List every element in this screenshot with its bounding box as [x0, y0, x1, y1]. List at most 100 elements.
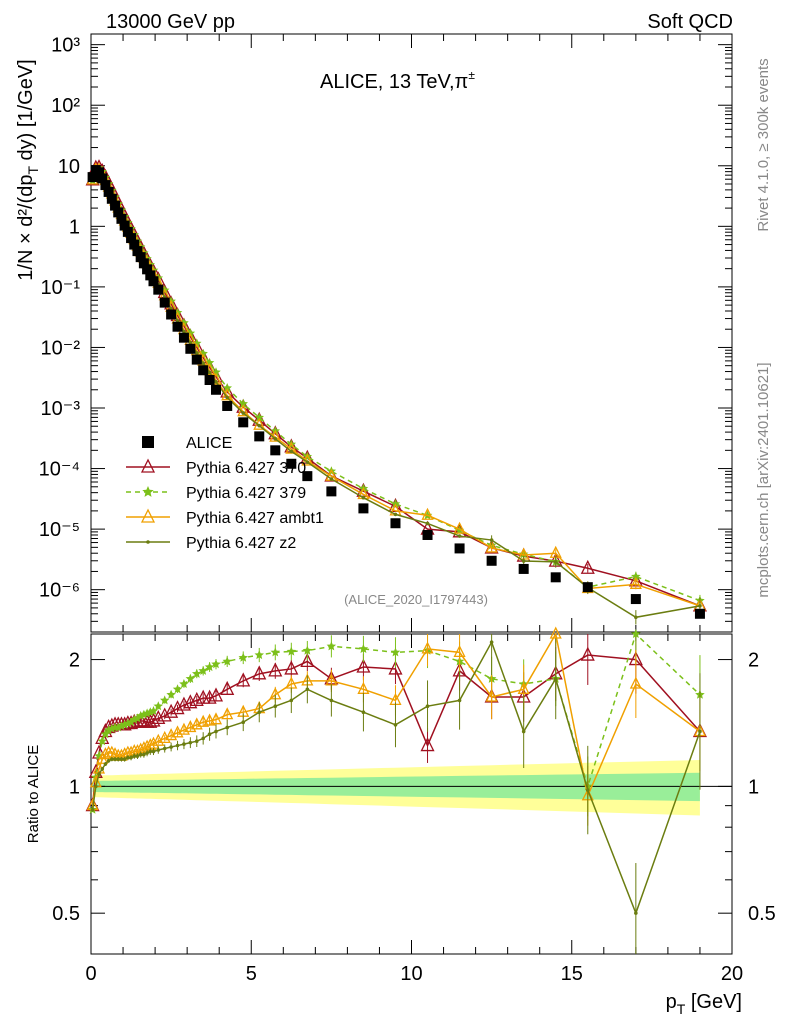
mc-marker: [489, 640, 494, 644]
data-marker: [694, 608, 705, 619]
mc-marker: [103, 725, 114, 735]
y-tick-label: 10⁻³: [41, 398, 81, 420]
mc-marker: [326, 641, 337, 651]
mc-marker: [188, 340, 193, 345]
y-tick-label: 10⁻⁴: [39, 459, 80, 481]
mc-marker: [485, 689, 498, 702]
mc-marker: [329, 698, 334, 703]
mcplots-label: mcplots.cern.ch [arXiv:2401.10621]: [755, 362, 772, 597]
mc-marker: [204, 662, 215, 672]
mc-marker: [629, 676, 642, 689]
data-marker: [106, 193, 117, 204]
mc-marker: [631, 629, 641, 638]
data-marker: [630, 594, 641, 605]
mc-marker: [106, 759, 111, 763]
mc-marker: [90, 807, 95, 812]
uncertainty-band-inner: [92, 772, 700, 802]
mc-marker: [207, 370, 212, 375]
mc-marker: [634, 911, 638, 915]
mc-marker: [289, 449, 294, 454]
series-line-1: [91, 166, 701, 607]
mc-marker: [241, 720, 246, 725]
mc-marker: [453, 644, 466, 658]
mc-marker: [145, 707, 155, 717]
mc-marker: [305, 687, 310, 692]
mc-marker: [585, 788, 590, 792]
mc-marker: [142, 486, 154, 497]
series-line-2: [91, 167, 701, 602]
legend: ALICE Pythia 6.427 370 Pythia 6.427 379 Pyt…: [126, 435, 324, 552]
data-marker: [159, 297, 170, 308]
mc-marker: [257, 423, 262, 428]
mc-marker: [123, 718, 133, 728]
mc-marker: [103, 762, 108, 766]
mc-marker: [356, 658, 371, 673]
x-axis-label: pT [GeV]: [666, 991, 742, 1017]
mc-marker: [485, 540, 498, 553]
mc-marker: [329, 477, 334, 481]
y-tick-label: 10: [58, 156, 80, 178]
mc-marker: [358, 643, 369, 653]
mc-marker: [580, 646, 595, 661]
mc-marker: [629, 576, 642, 589]
mc-marker: [236, 672, 251, 687]
mc-marker: [238, 398, 248, 408]
mc-marker: [138, 752, 143, 757]
y-tick-label: 10⁻⁵: [39, 519, 80, 541]
data-marker: [145, 270, 156, 281]
mc-marker: [156, 748, 161, 752]
legend-label-4: Pythia 6.427 z2: [186, 535, 296, 552]
legend-label-1: Pythia 6.427 370: [186, 460, 306, 477]
mc-marker: [160, 695, 170, 705]
y-axis-label: 1/N × d²/(dpT dy) [1/GeV]: [15, 59, 41, 280]
mc-marker: [252, 665, 267, 680]
mc-marker: [146, 540, 150, 544]
mc-marker: [116, 721, 127, 731]
mc-marker: [421, 641, 434, 654]
data-marker: [119, 220, 130, 231]
mc-marker: [211, 367, 221, 377]
x-tick-label: 15: [561, 963, 583, 985]
mc-marker: [273, 704, 278, 708]
mc-marker: [170, 700, 185, 715]
mc-marker: [268, 662, 283, 677]
data-marker: [94, 167, 105, 178]
mc-marker: [208, 687, 224, 702]
data-marker: [138, 258, 149, 269]
mc-marker: [113, 757, 117, 762]
mc-marker: [634, 615, 638, 620]
mc-marker: [139, 709, 149, 719]
mc-marker: [698, 604, 702, 608]
mc-marker: [148, 749, 153, 754]
mc-marker: [194, 351, 199, 355]
data-marker: [302, 471, 313, 482]
x-tick-label: 0: [85, 963, 96, 985]
y-tick-label: 10⁻⁶: [39, 580, 80, 602]
data-marker: [390, 518, 401, 529]
ratio-tick-label-right: 2: [748, 650, 759, 672]
mc-marker: [580, 559, 595, 574]
data-marker: [422, 529, 433, 540]
x-tick-label: 20: [721, 963, 743, 985]
data-marker: [254, 431, 265, 442]
mc-marker: [393, 512, 398, 517]
data-marker: [132, 246, 143, 257]
data-marker: [198, 365, 209, 376]
data-marker: [550, 572, 561, 583]
mc-marker: [421, 507, 434, 520]
mc-marker: [489, 538, 494, 542]
mc-marker: [390, 647, 401, 657]
y-tick-label: 10⁻¹: [41, 277, 81, 299]
mc-marker: [270, 647, 280, 657]
mc-marker: [222, 656, 232, 666]
mc-marker: [521, 559, 526, 563]
mc-marker: [164, 703, 179, 718]
data-marker: [129, 239, 140, 250]
mc-marker: [194, 739, 199, 744]
mc-marker: [201, 736, 205, 741]
mc-marker: [145, 751, 149, 755]
data-marker: [222, 400, 233, 411]
data-marker: [87, 172, 98, 183]
mc-marker: [361, 495, 366, 500]
mc-marker: [183, 694, 198, 709]
